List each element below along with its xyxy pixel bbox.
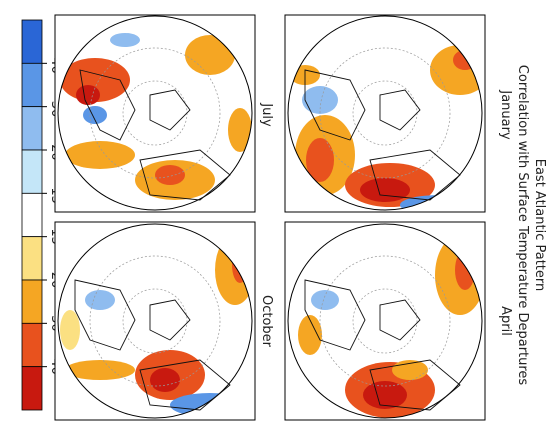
panel-label: October <box>259 295 274 348</box>
map-panel <box>54 221 256 421</box>
colorbar-swatch <box>21 62 43 108</box>
map-panel <box>284 221 486 421</box>
map-panel <box>284 14 486 213</box>
colorbar-swatch <box>21 322 43 368</box>
title-line: East Atlantic Pattern <box>532 159 547 292</box>
colorbar-swatch <box>21 19 43 64</box>
map-panel <box>54 14 256 213</box>
panel-label: January <box>498 89 513 140</box>
colorbar-swatch <box>21 236 43 281</box>
colorbar-swatch <box>21 279 43 324</box>
colorbar-swatch <box>21 192 43 238</box>
colorbar-swatch <box>21 149 43 194</box>
title-line: Correlation with Surface Temperature Dep… <box>515 65 530 386</box>
panel-label: July <box>259 102 274 127</box>
panel-label: April <box>498 306 513 336</box>
colorbar-swatch <box>21 366 43 411</box>
colorbar-swatch <box>21 106 43 151</box>
